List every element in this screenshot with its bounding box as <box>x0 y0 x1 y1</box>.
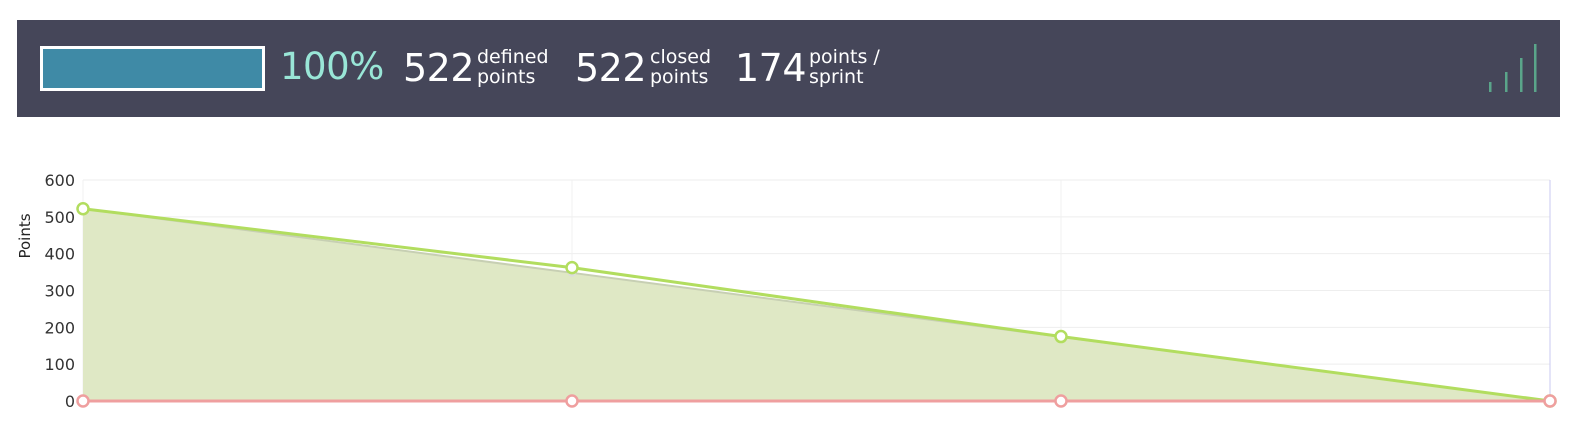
velocity-label-line2: sprint <box>809 66 864 88</box>
velocity-label: points / sprint <box>809 47 880 87</box>
closed-label-line1: closed <box>650 46 711 68</box>
burndown-chart-svg: 600 500 400 300 200 100 0 Points <box>16 171 1557 411</box>
defined-label-line2: points <box>477 66 536 88</box>
red-series-point <box>1054 394 1068 408</box>
closed-points-value: 522 <box>575 46 647 90</box>
green-series-line <box>82 207 1551 403</box>
closed-label-line2: points <box>650 66 709 88</box>
summary-bar: 100% 522 defined points 522 closed point… <box>17 20 1560 117</box>
y-tick-label: 600 <box>44 171 75 190</box>
y-tick-label: 0 <box>65 392 75 411</box>
green-series-point <box>1054 329 1068 344</box>
green-series-point <box>565 260 579 275</box>
defined-points-label: defined points <box>477 47 549 87</box>
progress-bar <box>40 46 265 91</box>
defined-points-value: 522 <box>403 46 475 90</box>
y-tick-label: 300 <box>44 282 75 301</box>
y-axis-label: Points <box>16 213 34 258</box>
y-tick-label: 100 <box>44 355 75 374</box>
signal-bars-icon[interactable] <box>1487 42 1539 94</box>
red-series-point <box>1543 394 1557 408</box>
closed-points-label: closed points <box>650 47 711 87</box>
velocity-label-line1: points / <box>809 46 880 68</box>
progress-percent: 100% <box>280 45 384 88</box>
y-tick-label: 400 <box>44 245 75 264</box>
defined-label-line1: defined <box>477 46 549 68</box>
burndown-chart: 600 500 400 300 200 100 0 Points <box>0 160 1584 421</box>
y-tick-label: 200 <box>44 318 75 337</box>
green-series-point <box>76 201 90 216</box>
progress-bar-fill <box>43 49 262 88</box>
red-series-point <box>76 394 90 408</box>
red-series-point <box>565 394 579 408</box>
y-tick-label: 500 <box>44 208 75 227</box>
velocity-value: 174 <box>735 46 807 90</box>
